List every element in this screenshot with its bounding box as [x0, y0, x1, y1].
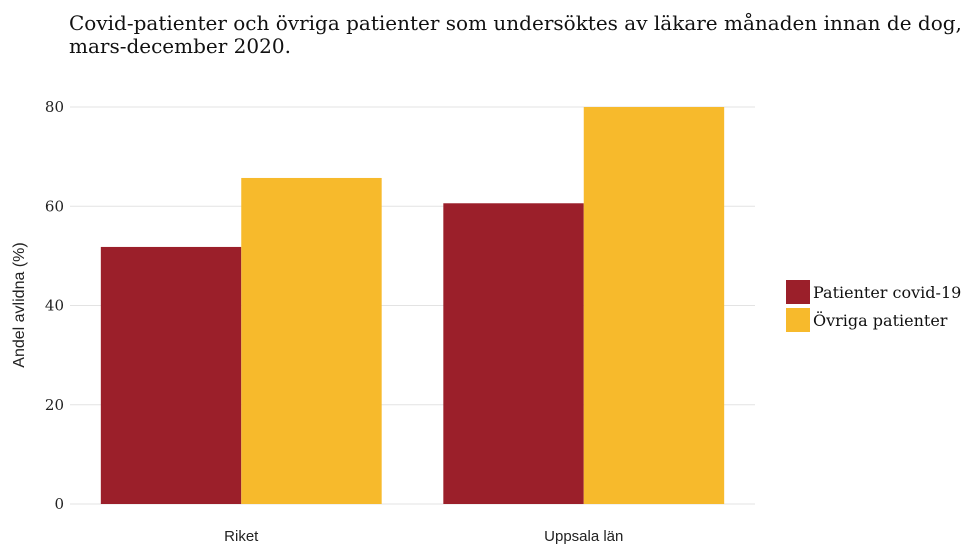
bar-ovriga-0: [241, 177, 382, 504]
y-tick-label-20: 20: [45, 396, 64, 414]
legend-swatch-ovriga: [786, 308, 810, 332]
legend-label-ovriga: Övriga patienter: [813, 310, 948, 330]
x-tick-label-0: Riket: [224, 528, 259, 545]
legend-swatch-covid: [786, 280, 810, 304]
y-tick-label-80: 80: [45, 98, 64, 116]
legend-label-covid: Patienter covid-19: [813, 282, 962, 302]
chart-title: Covid-patienter och övriga patienter som…: [69, 11, 962, 58]
legend-item-covid: Patienter covid-19: [786, 278, 961, 306]
legend-item-ovriga: Övriga patienter: [786, 306, 961, 334]
y-tick-label-60: 60: [45, 197, 64, 215]
x-tick-label-1: Uppsala län: [544, 528, 623, 545]
legend: Patienter covid-19 Övriga patienter: [786, 278, 961, 334]
y-axis-label: Andel avlidna (%): [11, 242, 28, 367]
bars: [100, 107, 725, 504]
chart-title-line-2: mars-december 2020.: [69, 34, 291, 58]
x-axis-ticks: Riket Uppsala län: [224, 528, 623, 545]
bar-covid-0: [100, 246, 242, 504]
y-tick-label-0: 0: [54, 495, 64, 513]
y-axis-ticks: 0 20 40 60 80: [45, 98, 64, 513]
bar-covid-1: [443, 203, 584, 504]
bar-ovriga-1: [583, 107, 725, 504]
chart-title-line-1: Covid-patienter och övriga patienter som…: [69, 11, 962, 35]
y-tick-label-40: 40: [45, 297, 64, 315]
